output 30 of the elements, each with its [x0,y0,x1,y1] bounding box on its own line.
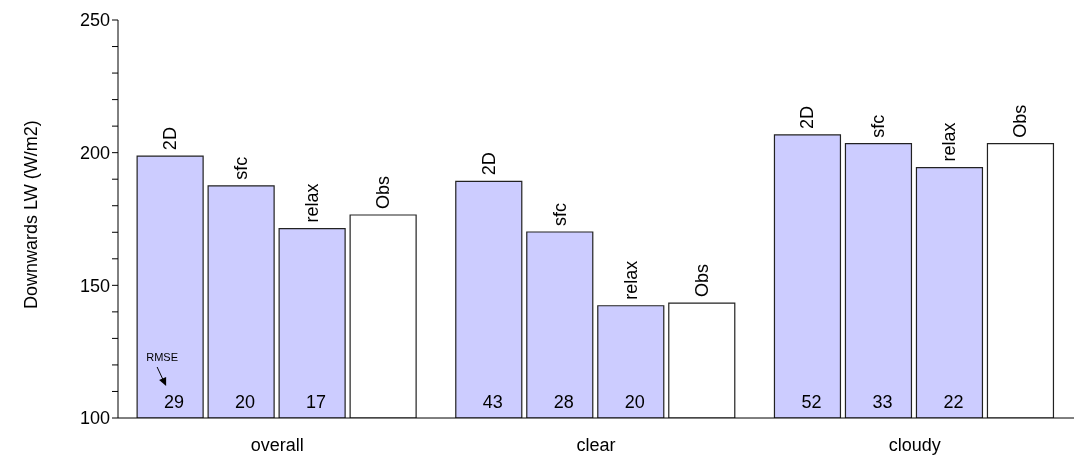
annotation: 43 [482,392,503,412]
x-tick-label: clear [576,434,616,455]
text: Obs [691,264,712,298]
text: sfc [868,114,889,138]
annotation: 33 [872,392,893,412]
text: 2D [478,152,499,176]
text: 2D [797,105,818,129]
annotation: 28 [553,392,574,412]
y-tick-label: 100 [79,408,110,429]
text: relax [302,183,323,223]
text: 2D [160,127,181,151]
text: Obs [1010,104,1031,138]
annotation: 17 [306,392,327,412]
annotation: RMSE [146,351,179,363]
text: sfc [549,202,570,226]
annotation: 20 [235,392,256,412]
text: Obs [373,176,394,210]
y-tick-label: 250 [79,10,110,31]
text: sfc [231,156,252,180]
annotation: 20 [624,392,645,412]
x-tick-label: cloudy [888,434,941,455]
text: relax [939,122,960,162]
y-tick-label: 150 [79,275,110,296]
annotation: 29 [164,392,185,412]
annotation: 22 [943,392,964,412]
y-tick-label: 200 [79,143,110,164]
text: relax [620,260,641,300]
y-axis-title: Downwards LW (W/m2) [21,120,42,309]
x-tick-label: overall [250,434,304,455]
annotation: 52 [801,392,822,412]
